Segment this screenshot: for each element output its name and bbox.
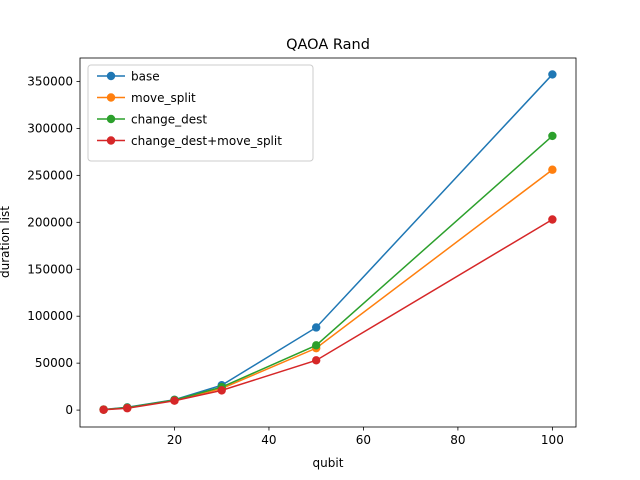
data-point — [548, 165, 557, 174]
data-point — [311, 341, 321, 350]
chart-title: QAOA Rand — [286, 37, 370, 53]
data-point — [548, 215, 557, 224]
legend-marker — [106, 71, 116, 81]
y-tick-label: 100000 — [27, 309, 73, 323]
legend-item: change_dest — [97, 112, 207, 126]
x-axis-label: qubit — [313, 456, 344, 470]
legend-marker — [106, 136, 116, 145]
x-tick-label: 40 — [261, 433, 276, 447]
legend-item: change_dest+move_split — [97, 134, 282, 148]
legend: base move_split change_dest change_dest+mov… — [87, 64, 314, 162]
y-tick-label: 0 — [65, 403, 73, 417]
y-tick-label: 350000 — [27, 74, 73, 88]
x-tick-label: 20 — [167, 433, 182, 447]
y-tick-label: 250000 — [27, 168, 73, 182]
data-point — [311, 356, 321, 365]
y-tick-label: 200000 — [27, 215, 73, 229]
legend-item: move_split — [97, 91, 196, 105]
y-tick-label: 300000 — [27, 121, 73, 135]
legend-box — [87, 64, 314, 162]
legend-label: change_dest — [131, 112, 207, 126]
legend-item: base — [97, 69, 160, 83]
axes-layer: 20 40 60 80 100 0 50000 100000 150000 200000 25000… — [27, 57, 577, 447]
legend-label: change_dest+move_split — [131, 134, 282, 148]
legend-marker — [106, 93, 116, 102]
y-tick-label: 150000 — [27, 262, 73, 276]
data-point — [123, 404, 132, 413]
x-tick-label: 60 — [356, 433, 371, 447]
series-layer — [99, 70, 557, 414]
data-point — [311, 323, 321, 332]
data-point — [170, 396, 179, 405]
data-point — [548, 70, 557, 79]
data-point — [99, 405, 108, 414]
series-change-dest-move-split — [99, 215, 557, 414]
axes-frame — [79, 57, 577, 428]
data-point — [548, 131, 557, 141]
legend-label: move_split — [131, 91, 196, 105]
data-point — [217, 386, 226, 395]
legend-label: base — [131, 69, 160, 83]
x-tick-label: 80 — [450, 433, 465, 447]
y-axis-label: duration list — [0, 206, 12, 278]
y-tick-label: 50000 — [35, 356, 73, 370]
legend-marker — [106, 114, 116, 124]
x-tick-label: 100 — [541, 433, 564, 447]
